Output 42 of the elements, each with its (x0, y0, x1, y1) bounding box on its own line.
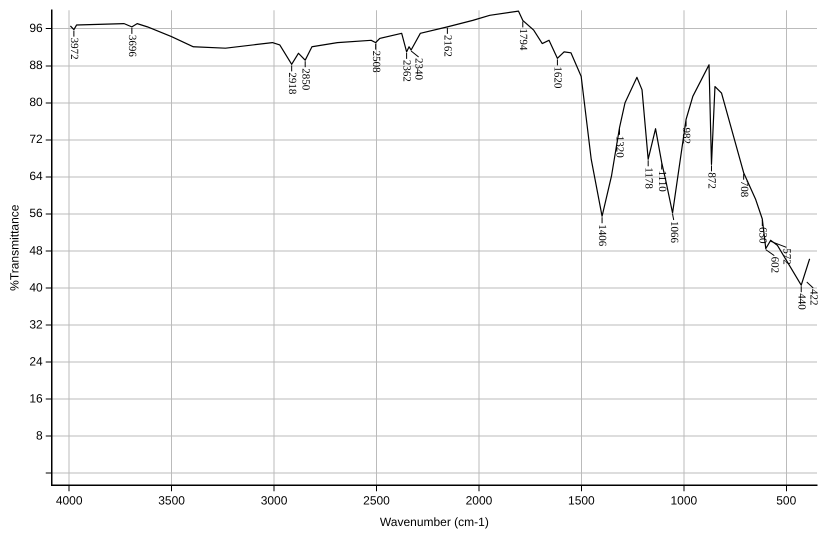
y-tick-label: 32 (29, 317, 44, 332)
y-tick-label: 56 (29, 206, 44, 220)
x-tick-label: 1500 (568, 494, 596, 508)
annotation: 1794 (516, 28, 529, 51)
annotation: 1178 (642, 167, 654, 190)
y-tick-label: 96 (29, 21, 44, 36)
annotation: 2918 (286, 72, 298, 95)
y-axis-title: %Transmittance (8, 204, 22, 291)
annotation: 2340 (412, 58, 425, 81)
x-tick-label: 2500 (363, 494, 390, 508)
y-tick-label: 24 (29, 354, 44, 368)
y-tick-label: 80 (29, 95, 44, 110)
annotation: 1066 (668, 220, 680, 244)
y-tick-label: 40 (29, 280, 44, 294)
annotation: 422 (807, 289, 820, 306)
annotation: 1406 (596, 224, 608, 247)
annotation: 440 (795, 293, 808, 310)
y-tick-label: 16 (29, 391, 44, 406)
y-tick-label: 88 (29, 58, 44, 72)
y-tick-label: 64 (29, 169, 44, 184)
x-tick-label: 3000 (260, 494, 288, 508)
annotation: 2362 (400, 60, 413, 82)
annotation: 872 (706, 172, 718, 189)
annotation: 3972 (68, 38, 80, 60)
annotation: 3696 (126, 34, 138, 58)
y-tick-label: 72 (29, 132, 44, 146)
x-tick-label: 4000 (56, 494, 83, 508)
y-tick-label: 8 (36, 428, 44, 442)
annotation: 1620 (552, 66, 564, 89)
annotation: 2850 (299, 68, 312, 91)
annotation: 2162 (441, 34, 454, 57)
x-tick-label: 2000 (466, 494, 493, 508)
annotation: 602 (768, 256, 780, 274)
annotation: 2508 (370, 50, 382, 74)
annotation: 572 (780, 248, 792, 265)
x-axis-title: Wavenumber (cm-1) (380, 515, 489, 530)
annotation: 708 (738, 180, 750, 198)
x-tick-label: 500 (776, 494, 797, 508)
x-tick-label: 1000 (670, 494, 698, 508)
y-tick-label: 48 (29, 243, 44, 258)
annotation: 1110 (656, 170, 668, 192)
x-tick-label: 3500 (158, 494, 186, 508)
